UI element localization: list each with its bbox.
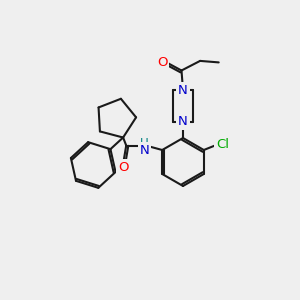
Text: N: N	[178, 115, 188, 128]
Text: O: O	[157, 56, 167, 69]
Text: O: O	[118, 160, 128, 174]
Text: N: N	[178, 83, 188, 97]
Text: H: H	[140, 137, 148, 150]
Text: N: N	[139, 143, 149, 157]
Text: Cl: Cl	[216, 138, 229, 151]
